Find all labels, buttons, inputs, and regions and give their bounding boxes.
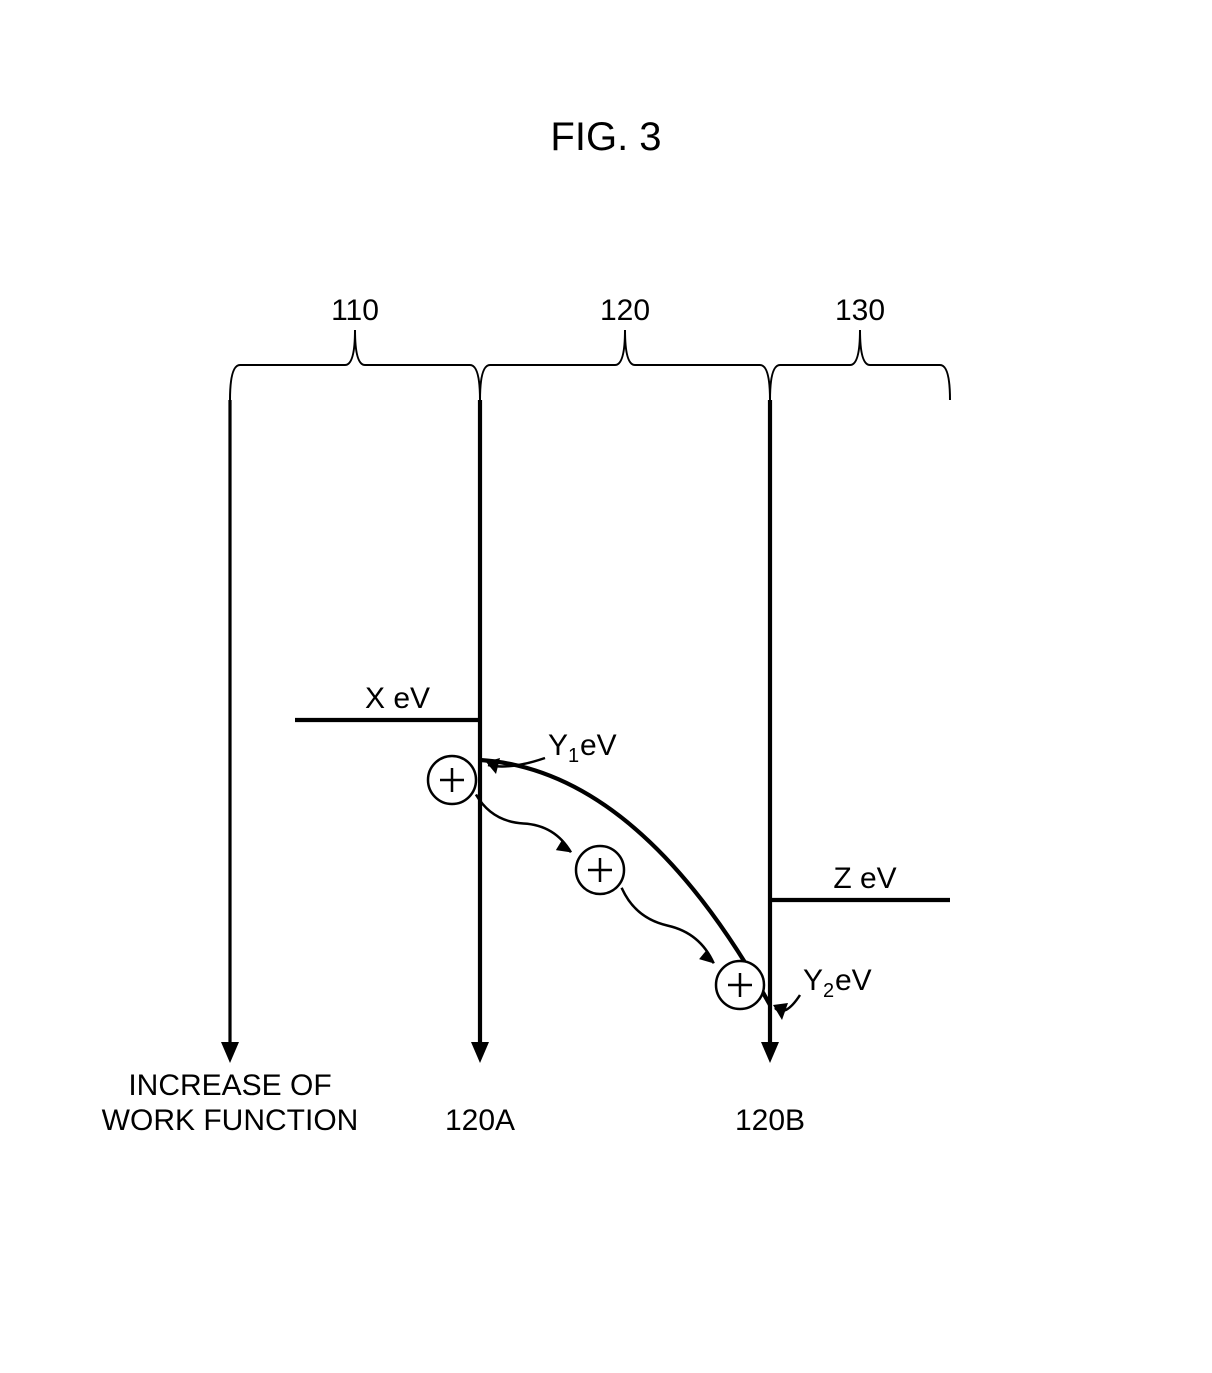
boundary-120B-label: 120B	[735, 1104, 805, 1137]
bracket-120: 120	[480, 294, 770, 400]
axis-label-line2: WORK FUNCTION	[102, 1104, 359, 1137]
figure-container: FIG. 3 110 120 130 INCREASE OF WORK FUNC…	[0, 0, 1212, 1373]
level-Y1-label-sub: 1	[568, 745, 579, 767]
level-X: X eV	[295, 682, 480, 720]
boundary-120B: 120B	[735, 400, 805, 1137]
region-130-label: 130	[835, 294, 885, 327]
level-Y2: Y 2 eV	[773, 964, 872, 1020]
figure-title: FIG. 3	[550, 115, 661, 159]
level-Y2-label-Y: Y	[803, 964, 823, 997]
bracket-130: 130	[770, 294, 950, 400]
work-function-axis: INCREASE OF WORK FUNCTION	[102, 400, 359, 1137]
boundary-120A-label: 120A	[445, 1104, 515, 1137]
level-Z-label: Z eV	[833, 862, 896, 895]
level-Y1-label-eV: eV	[580, 729, 617, 762]
level-Y1: Y 1 eV	[486, 729, 617, 774]
level-X-label: X eV	[365, 682, 430, 715]
level-Y2-label-sub: 2	[823, 980, 834, 1002]
level-Y2-label-eV: eV	[835, 964, 872, 997]
region-110-label: 110	[331, 294, 379, 327]
bracket-110: 110	[230, 294, 480, 400]
diagram-svg: FIG. 3 110 120 130 INCREASE OF WORK FUNC…	[0, 0, 1212, 1373]
region-120-label: 120	[600, 294, 650, 327]
level-Z: Z eV	[770, 862, 950, 900]
level-Y1-label-Y: Y	[548, 729, 568, 762]
axis-label-line1: INCREASE OF	[128, 1069, 331, 1102]
